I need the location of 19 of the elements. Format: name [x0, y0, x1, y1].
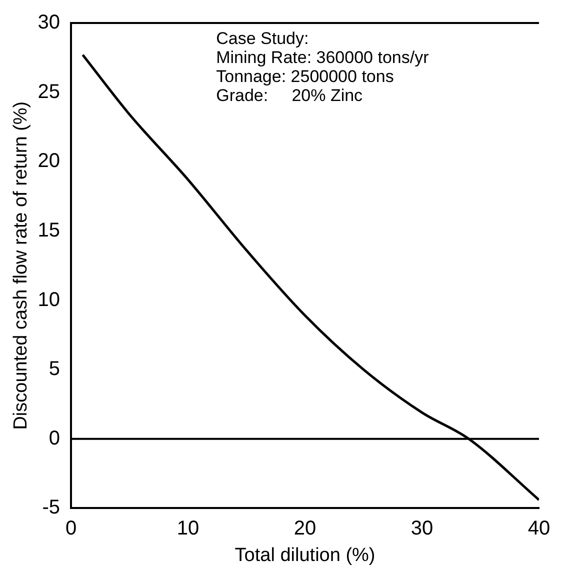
annotation: Grade: 20% Zinc	[216, 86, 364, 106]
x-tick-label: 40	[528, 518, 550, 540]
y-tick-label: -5	[42, 496, 60, 519]
annotation: Case Study:	[216, 29, 309, 48]
x-axis-title: Total dilution (%)	[234, 544, 376, 566]
x-tick-label: 30	[410, 518, 434, 540]
x-tick-label: 20	[294, 518, 316, 540]
y-tick-label: 30	[38, 12, 60, 34]
y-tick-label: 10	[38, 288, 60, 311]
y-tick-label: 15	[38, 219, 60, 242]
annotation: Tonnage: 2500000 tons	[216, 67, 394, 86]
y-tick-label: 0	[48, 427, 60, 450]
y-axis-title: Discounted cash flow rate of return (%)	[10, 101, 32, 430]
annotation: Mining Rate: 360000 tons/yr	[216, 48, 430, 68]
x-tick-label: 0	[65, 518, 77, 540]
x-tick-label: 10	[176, 518, 200, 540]
y-tick-label: 5	[48, 358, 60, 380]
y-tick-label: 20	[38, 150, 60, 172]
y-tick-label: 25	[38, 80, 60, 103]
